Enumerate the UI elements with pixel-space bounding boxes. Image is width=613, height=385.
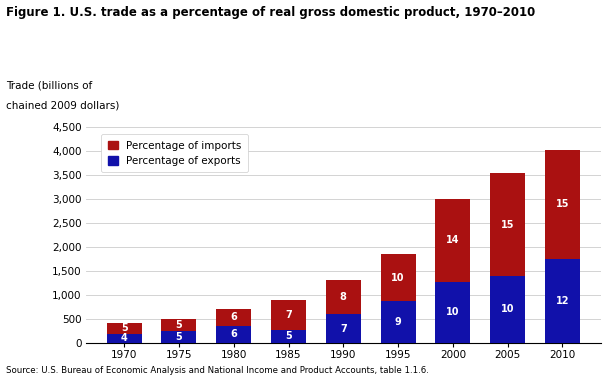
Bar xyxy=(161,319,197,331)
Text: 12: 12 xyxy=(555,296,569,306)
Bar xyxy=(107,323,142,334)
Bar xyxy=(490,173,525,276)
Bar xyxy=(271,300,306,330)
Bar xyxy=(216,309,251,326)
Text: 15: 15 xyxy=(555,199,569,209)
Text: 6: 6 xyxy=(230,312,237,322)
Bar xyxy=(435,199,470,282)
Bar xyxy=(326,315,361,343)
Text: 7: 7 xyxy=(285,310,292,320)
Text: Trade (billions of: Trade (billions of xyxy=(6,81,93,91)
Bar xyxy=(381,254,416,301)
Text: 5: 5 xyxy=(175,331,182,341)
Text: 6: 6 xyxy=(230,329,237,339)
Text: 5: 5 xyxy=(285,331,292,341)
Bar xyxy=(381,301,416,343)
Bar xyxy=(490,276,525,343)
Text: 8: 8 xyxy=(340,292,347,302)
Text: 7: 7 xyxy=(340,323,347,333)
Bar xyxy=(271,330,306,343)
Text: 10: 10 xyxy=(446,307,460,317)
Text: chained 2009 dollars): chained 2009 dollars) xyxy=(6,100,120,110)
Text: 10: 10 xyxy=(391,273,405,283)
Bar xyxy=(161,331,197,343)
Text: 10: 10 xyxy=(501,305,514,314)
Text: 5: 5 xyxy=(175,320,182,330)
Text: 14: 14 xyxy=(446,235,460,245)
Text: 9: 9 xyxy=(395,317,402,327)
Text: 5: 5 xyxy=(121,323,128,333)
Text: Source: U.S. Bureau of Economic Analysis and National Income and Product Account: Source: U.S. Bureau of Economic Analysis… xyxy=(6,367,429,375)
Bar xyxy=(435,282,470,343)
Bar xyxy=(545,150,580,259)
Bar xyxy=(107,334,142,343)
Bar xyxy=(326,280,361,315)
Text: 15: 15 xyxy=(501,219,514,229)
Bar xyxy=(545,259,580,343)
Legend: Percentage of imports, Percentage of exports: Percentage of imports, Percentage of exp… xyxy=(101,134,248,172)
Bar xyxy=(216,326,251,343)
Text: Figure 1. U.S. trade as a percentage of real gross domestic product, 1970–2010: Figure 1. U.S. trade as a percentage of … xyxy=(6,6,535,19)
Text: 4: 4 xyxy=(121,333,128,343)
